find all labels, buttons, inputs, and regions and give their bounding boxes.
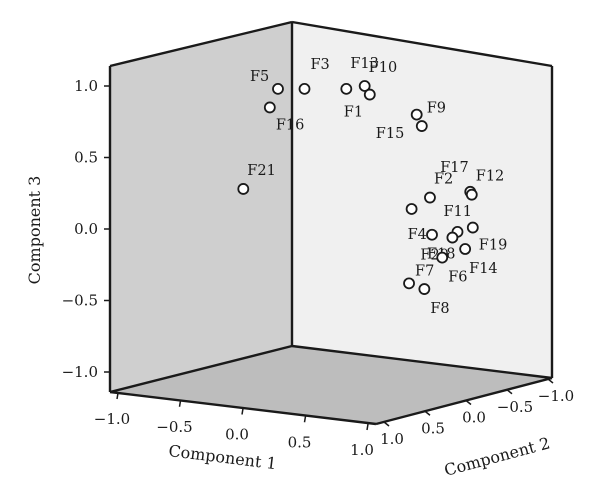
- data-point: [415, 120, 428, 132]
- x-tick-label: 0.0: [225, 426, 249, 444]
- data-point: [459, 243, 472, 255]
- data-point-label: F9: [427, 101, 446, 117]
- x-axis-label: Component 1: [168, 441, 278, 473]
- back-wall: [292, 22, 552, 378]
- box-edges: [108, 20, 554, 426]
- y-tick-mark: [547, 378, 554, 384]
- y-tick-mark: [465, 399, 472, 406]
- y-tick-label: −0.5: [497, 398, 533, 416]
- y-tick-label: 1.0: [380, 430, 404, 448]
- y-tick-label: 0.0: [462, 409, 486, 427]
- data-point-label: F4: [408, 227, 427, 243]
- data-point: [237, 183, 250, 195]
- data-point-label: F3: [311, 57, 330, 73]
- data-point: [436, 251, 449, 264]
- x-tick-mark: [241, 408, 244, 415]
- data-point-label: F15: [376, 126, 405, 142]
- z-tick-label: 0.5: [74, 149, 98, 167]
- z-tick-label: 1.0: [74, 77, 98, 95]
- x-tick-label: 0.5: [288, 433, 312, 451]
- data-point-label: F7: [415, 263, 434, 279]
- data-point-label: F6: [448, 270, 467, 286]
- x-tick-mark: [366, 423, 369, 431]
- z-tick-label: 0.0: [74, 220, 98, 238]
- x-tick-mark: [116, 392, 119, 400]
- x-tick-label: 1.0: [350, 441, 374, 459]
- y-tick-mark: [506, 389, 513, 395]
- data-point: [446, 231, 459, 244]
- x-tick-mark: [178, 400, 182, 407]
- y-tick-mark: [383, 421, 390, 427]
- data-point: [465, 188, 478, 201]
- x-tick-label: −0.5: [156, 418, 192, 436]
- data-point: [426, 228, 438, 241]
- data-point: [340, 82, 353, 95]
- y-tick-mark: [424, 410, 431, 416]
- data-point: [363, 88, 376, 101]
- data-point-label: F14: [469, 261, 498, 277]
- data-point-label: F16: [276, 117, 305, 133]
- data-point: [403, 277, 415, 290]
- component-3-axis: 1.0 0.5 0.0 −0.5 −1.0: [62, 77, 110, 381]
- z-tick-label: −0.5: [62, 292, 98, 310]
- data-point: [405, 203, 418, 215]
- data-point-label: F10: [369, 60, 398, 76]
- data-point: [358, 80, 371, 92]
- z-axis-label: Component 3: [25, 176, 44, 285]
- y-tick-label: 0.5: [421, 419, 445, 437]
- data-point-label: F5: [250, 69, 269, 85]
- component-2-axis: 1.0 0.5 0.0 −0.5 −1.0: [380, 378, 574, 448]
- data-point: [466, 221, 479, 234]
- left-wall: [110, 22, 292, 392]
- data-point-label: F19: [479, 238, 508, 254]
- y-axis-label: Component 2: [442, 433, 552, 479]
- data-point-label: F12: [476, 169, 505, 185]
- z-tick-label: −1.0: [62, 363, 98, 381]
- data-point-label: F13: [350, 56, 379, 72]
- data-point-label: F1: [344, 105, 363, 121]
- data-point-label: F2: [434, 172, 453, 188]
- data-point: [272, 82, 284, 95]
- y-tick-label: −1.0: [538, 387, 574, 405]
- x-tick-mark: [303, 416, 307, 423]
- data-point: [418, 283, 431, 295]
- data-point: [263, 101, 276, 114]
- data-point: [298, 82, 311, 95]
- data-point: [424, 191, 436, 204]
- data-point-label: F8: [430, 301, 449, 317]
- data-point-label: F17: [440, 160, 469, 176]
- x-tick-label: −1.0: [94, 410, 130, 428]
- component-1-axis: −1.0 −0.5 0.0 0.5 1.0: [94, 392, 374, 459]
- data-point: [410, 108, 423, 121]
- data-point-label: F11: [444, 204, 473, 220]
- data-point-label: F21: [247, 163, 276, 179]
